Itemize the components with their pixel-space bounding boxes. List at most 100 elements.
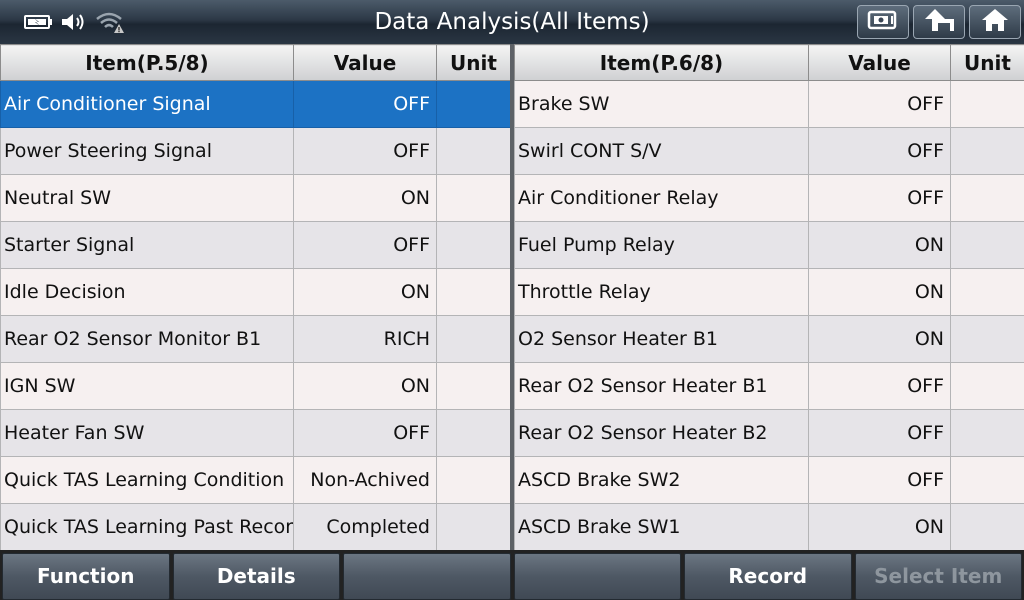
value-cell: OFF (293, 409, 437, 457)
blank-3-button[interactable] (513, 553, 681, 600)
item-cell: Air Conditioner Relay (514, 174, 809, 222)
value-cell: OFF (293, 221, 437, 269)
unit-cell (436, 503, 511, 551)
value-cell: OFF (808, 409, 951, 457)
unit-cell (436, 362, 511, 410)
item-cell: Air Conditioner Signal (0, 80, 294, 128)
item-cell: Rear O2 Sensor Heater B1 (514, 362, 809, 410)
unit-cell (436, 409, 511, 457)
table-row[interactable]: Throttle Relay ON (514, 268, 1024, 316)
unit-cell (950, 362, 1024, 410)
unit-cell (950, 174, 1024, 222)
value-cell: Non-Achived (293, 456, 437, 504)
item-cell: Fuel Pump Relay (514, 221, 809, 269)
unit-cell (950, 221, 1024, 269)
unit-column-header: Unit (436, 44, 511, 81)
item-cell: Rear O2 Sensor Heater B2 (514, 409, 809, 457)
value-cell: ON (293, 268, 437, 316)
left-data-table-panel: Item(P.5/8) Value Unit Air Conditioner S… (0, 44, 511, 551)
unit-cell (436, 268, 511, 316)
item-cell: Idle Decision (0, 268, 294, 316)
table-row[interactable]: O2 Sensor Heater B1 ON (514, 315, 1024, 363)
table-row[interactable]: Idle Decision ON (0, 268, 511, 316)
table-row[interactable]: Heater Fan SW OFF (0, 409, 511, 457)
item-cell: Starter Signal (0, 221, 294, 269)
back-up-icon (922, 7, 956, 37)
screenshot-icon (866, 8, 900, 36)
item-cell: Rear O2 Sensor Monitor B1 (0, 315, 294, 363)
left-data-table: Item(P.5/8) Value Unit Air Conditioner S… (0, 44, 511, 551)
screenshot-button[interactable] (857, 5, 909, 39)
title-bar: Data Analysis(All Items) (0, 0, 1024, 45)
table-row[interactable]: Fuel Pump Relay ON (514, 221, 1024, 269)
blank-2-button[interactable] (343, 553, 511, 600)
unit-cell (950, 127, 1024, 175)
back-button[interactable] (913, 5, 965, 39)
unit-cell (436, 315, 511, 363)
value-column-header: Value (808, 44, 951, 81)
speaker-icon (60, 11, 88, 33)
table-row[interactable]: Power Steering Signal OFF (0, 127, 511, 175)
table-row[interactable]: Swirl CONT S/V OFF (514, 127, 1024, 175)
right-data-table-panel: Item(P.6/8) Value Unit Brake SW OFF Swirl … (514, 44, 1024, 551)
right-data-table: Item(P.6/8) Value Unit Brake SW OFF Swirl … (514, 44, 1024, 551)
record-button[interactable]: Record (684, 553, 852, 600)
table-divider (510, 44, 514, 550)
page-title: Data Analysis(All Items) (374, 9, 650, 35)
unit-cell (950, 409, 1024, 457)
unit-cell (950, 456, 1024, 504)
home-button[interactable] (969, 5, 1021, 39)
unit-cell (436, 127, 511, 175)
value-cell: ON (293, 174, 437, 222)
item-column-header: Item(P.6/8) (514, 44, 809, 81)
battery-icon (24, 13, 54, 31)
item-cell: Neutral SW (0, 174, 294, 222)
item-cell: Quick TAS Learning Condition (0, 456, 294, 504)
status-icons (24, 8, 124, 36)
item-cell: Throttle Relay (514, 268, 809, 316)
item-cell: Swirl CONT S/V (514, 127, 809, 175)
item-cell: Power Steering Signal (0, 127, 294, 175)
unit-cell (436, 174, 511, 222)
table-row[interactable]: Neutral SW ON (0, 174, 511, 222)
value-cell: RICH (293, 315, 437, 363)
table-row[interactable]: ASCD Brake SW1 ON (514, 503, 1024, 551)
details-button[interactable]: Details (172, 553, 340, 600)
table-row[interactable]: Quick TAS Learning Condition Non-Achived (0, 456, 511, 504)
unit-column-header: Unit (950, 44, 1024, 81)
item-column-header: Item(P.5/8) (0, 44, 294, 81)
function-button[interactable]: Function (2, 553, 170, 600)
value-cell: OFF (808, 174, 951, 222)
value-cell: OFF (808, 80, 951, 128)
table-row[interactable]: Brake SW OFF (514, 80, 1024, 128)
value-column-header: Value (293, 44, 437, 81)
table-row[interactable]: Rear O2 Sensor Heater B2 OFF (514, 409, 1024, 457)
table-row[interactable]: ASCD Brake SW2 OFF (514, 456, 1024, 504)
table-row[interactable]: Starter Signal OFF (0, 221, 511, 269)
table-header-row: Item(P.6/8) Value Unit (514, 44, 1024, 81)
item-cell: IGN SW (0, 362, 294, 410)
value-cell: Completed (293, 503, 437, 551)
table-row[interactable]: Rear O2 Sensor Monitor B1 RICH (0, 315, 511, 363)
table-row[interactable]: Rear O2 Sensor Heater B1 OFF (514, 362, 1024, 410)
table-row[interactable]: Air Conditioner Relay OFF (514, 174, 1024, 222)
unit-cell (950, 503, 1024, 551)
unit-cell (950, 315, 1024, 363)
table-row[interactable]: IGN SW ON (0, 362, 511, 410)
value-cell: ON (808, 268, 951, 316)
select-item-button: Select Item (854, 553, 1022, 600)
table-row[interactable]: Air Conditioner Signal OFF (0, 80, 511, 128)
item-cell: ASCD Brake SW2 (514, 456, 809, 504)
value-cell: OFF (808, 362, 951, 410)
value-cell: ON (293, 362, 437, 410)
item-cell: O2 Sensor Heater B1 (514, 315, 809, 363)
table-row[interactable]: Quick TAS Learning Past Record Completed (0, 503, 511, 551)
table-header-row: Item(P.5/8) Value Unit (0, 44, 511, 81)
unit-cell (436, 221, 511, 269)
wifi-warning-icon (94, 10, 124, 34)
unit-cell (950, 80, 1024, 128)
value-cell: OFF (808, 456, 951, 504)
value-cell: OFF (293, 80, 437, 128)
home-icon (980, 7, 1010, 37)
item-cell: ASCD Brake SW1 (514, 503, 809, 551)
